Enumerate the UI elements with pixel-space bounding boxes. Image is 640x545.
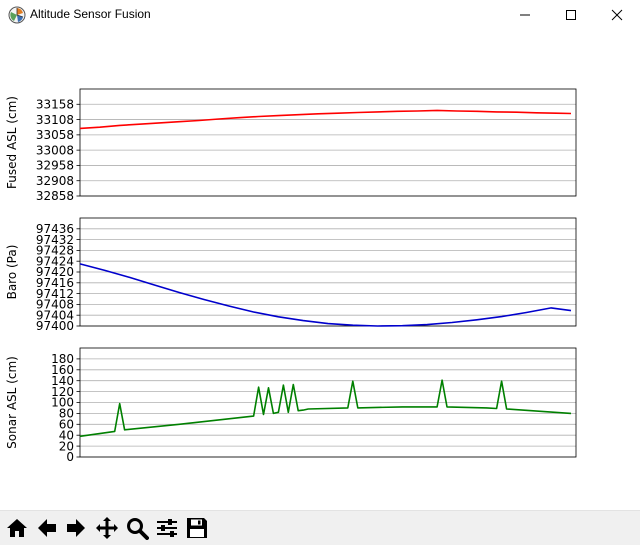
arrow-right-icon xyxy=(67,519,85,537)
y-tick-label: 97424 xyxy=(36,254,74,268)
y-tick-label: 120 xyxy=(51,385,74,399)
y-tick-label: 160 xyxy=(51,363,74,377)
y-tick-label: 97400 xyxy=(36,319,74,333)
figure-canvas[interactable]: 32858 32908 32958 33008 33058 33108 33158 Fused… xyxy=(0,30,640,510)
y-tick-label: 100 xyxy=(51,396,74,410)
y-tick-label: 33158 xyxy=(36,97,74,111)
series-line xyxy=(79,263,572,327)
navigation-toolbar xyxy=(0,510,640,545)
y-tick-label: 97412 xyxy=(36,287,74,301)
matplotlib-logo-icon xyxy=(8,6,26,24)
save-button[interactable] xyxy=(183,514,211,542)
floppy-disk-icon xyxy=(187,518,207,538)
y-axis-label: Baro (Pa) xyxy=(5,245,19,300)
y-axis-label: Fused ASL (cm) xyxy=(5,96,19,189)
y-tick-label: 20 xyxy=(59,439,74,453)
y-tick-label: 33058 xyxy=(36,128,74,142)
arrow-left-icon xyxy=(38,519,56,537)
y-tick-label: 80 xyxy=(59,407,74,421)
subplot-2[interactable]: 9740097404974089741297416974209742497428… xyxy=(5,217,577,333)
zoom-button[interactable] xyxy=(123,514,151,542)
close-icon xyxy=(611,9,623,21)
y-tick-label: 60 xyxy=(59,418,74,432)
home-icon xyxy=(7,519,27,537)
sliders-icon xyxy=(157,519,177,537)
y-tick-label: 40 xyxy=(59,428,74,442)
y-tick-label: 140 xyxy=(51,374,74,388)
y-tick-label: 97408 xyxy=(36,298,74,312)
series-line xyxy=(79,109,572,130)
minimize-icon xyxy=(520,14,530,16)
y-tick-label: 97416 xyxy=(36,276,74,290)
title-bar: Altitude Sensor Fusion xyxy=(0,0,640,30)
close-button[interactable] xyxy=(594,0,640,30)
y-tick-label: 97420 xyxy=(36,265,74,279)
y-tick-label: 32858 xyxy=(36,189,74,203)
y-tick-label: 32908 xyxy=(36,174,74,188)
move-arrows-icon xyxy=(96,517,118,539)
forward-button[interactable] xyxy=(62,514,90,542)
y-tick-label: 180 xyxy=(51,352,74,366)
maximize-icon xyxy=(566,10,576,20)
y-tick-label: 0 xyxy=(66,450,74,464)
y-tick-label: 97432 xyxy=(36,233,74,247)
home-button[interactable] xyxy=(3,514,31,542)
window-title: Altitude Sensor Fusion xyxy=(30,7,151,21)
pan-button[interactable] xyxy=(93,514,121,542)
back-button[interactable] xyxy=(33,514,61,542)
y-axis-label: Sonar ASL (cm) xyxy=(5,356,19,449)
maximize-button[interactable] xyxy=(548,0,594,30)
y-tick-label: 97428 xyxy=(36,244,74,258)
axes-frame xyxy=(79,88,577,197)
y-tick-label: 97404 xyxy=(36,308,74,322)
configure-subplots-button[interactable] xyxy=(153,514,181,542)
y-tick-label: 97436 xyxy=(36,222,74,236)
y-tick-label: 32958 xyxy=(36,159,74,173)
magnifier-icon xyxy=(127,518,149,540)
y-tick-label: 33008 xyxy=(36,143,74,157)
series-line xyxy=(79,379,572,438)
minimize-button[interactable] xyxy=(502,0,548,30)
y-tick-label: 33108 xyxy=(36,113,74,127)
